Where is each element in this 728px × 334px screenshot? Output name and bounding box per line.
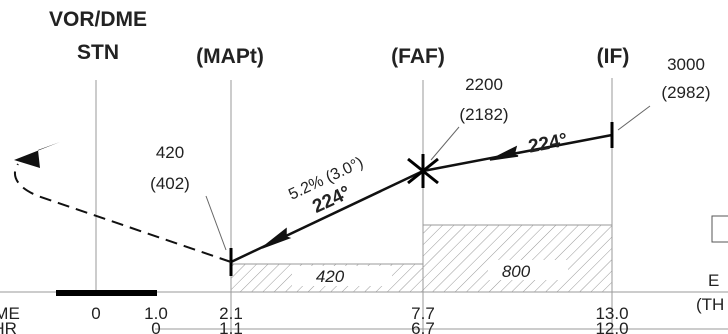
dme-distance: 2.1	[219, 304, 243, 323]
dme-distance: 0	[91, 304, 100, 323]
mapt-height: (402)	[150, 174, 190, 193]
if-altitude-leader	[617, 105, 651, 131]
faf-header: (FAF)	[391, 45, 445, 68]
right-note-label: E	[708, 271, 719, 290]
if-height: (2982)	[661, 83, 710, 102]
faf-altitude-leader	[430, 126, 460, 161]
intermediate-approach-path	[422, 133, 613, 173]
thr-distance: 0	[151, 319, 160, 334]
intermediate-segment-minimum-box	[422, 224, 613, 293]
thr-row-label: THR	[0, 319, 17, 334]
mapt-altitude-leader	[205, 195, 227, 251]
missed-approach-arrow-icon	[14, 142, 60, 168]
dme-row-label: DME	[0, 304, 20, 323]
dme-distance: 13.0	[595, 304, 628, 323]
dme-distance: 7.7	[411, 304, 435, 323]
final-direction-arrow	[261, 227, 292, 249]
mapt-altitude: 420	[156, 143, 184, 162]
thr-distance: 6.7	[411, 319, 435, 334]
right-edge-box	[711, 215, 728, 243]
vor-dme-header: VOR/DME	[49, 8, 147, 31]
mapt-header: (MAPt)	[196, 45, 264, 68]
faf-height: (2182)	[459, 105, 508, 124]
missed-approach-path	[13, 163, 232, 263]
intermediate-direction-arrow	[489, 145, 519, 161]
thr-distance: 1.1	[219, 319, 243, 334]
vor-stn-header: STN	[77, 41, 119, 64]
faf-altitude: 2200	[465, 75, 503, 94]
if-header: (IF)	[597, 45, 630, 68]
intermediate-course-label: 224°	[527, 130, 570, 158]
dme-distance: 1.0	[144, 304, 168, 323]
faf-star-icon	[407, 154, 439, 188]
if-altitude: 3000	[667, 55, 705, 74]
final-segment-minimum: 420	[316, 267, 345, 286]
runway-bar	[56, 290, 157, 296]
right-note-label-2: (TH	[696, 295, 724, 314]
thr-distance: 12.0	[595, 319, 628, 334]
intermediate-segment-minimum: 800	[502, 262, 531, 281]
